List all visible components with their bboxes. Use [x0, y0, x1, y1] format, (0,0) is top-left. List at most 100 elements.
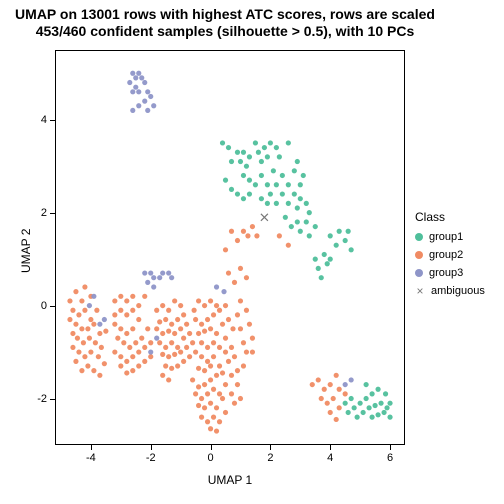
scatter-point — [130, 354, 135, 359]
scatter-point — [142, 294, 147, 299]
scatter-point — [223, 247, 228, 252]
scatter-point — [220, 396, 225, 401]
scatter-point — [75, 336, 80, 341]
scatter-point — [217, 363, 222, 368]
scatter-point — [85, 363, 90, 368]
scatter-point — [160, 270, 165, 275]
scatter-point — [226, 270, 231, 275]
scatter-point — [142, 270, 147, 275]
scatter-point — [229, 391, 234, 396]
scatter-point — [235, 368, 240, 373]
scatter-point — [205, 317, 210, 322]
scatter-point — [352, 405, 357, 410]
scatter-point — [298, 182, 303, 187]
scatter-point — [124, 370, 129, 375]
scatter-point — [136, 363, 141, 368]
scatter-point — [205, 359, 210, 364]
scatter-point — [175, 317, 180, 322]
scatter-point — [250, 349, 255, 354]
scatter-point — [358, 401, 363, 406]
scatter-point — [229, 159, 234, 164]
scatter-point — [334, 243, 339, 248]
scatter-point — [154, 326, 159, 331]
scatter-point — [214, 428, 219, 433]
scatter-point — [178, 303, 183, 308]
scatter-point — [160, 352, 165, 357]
scatter-point — [364, 382, 369, 387]
scatter-point — [112, 349, 117, 354]
scatter-point — [130, 308, 135, 313]
scatter-point — [304, 219, 309, 224]
scatter-point — [97, 373, 102, 378]
scatter-point — [292, 191, 297, 196]
scatter-point — [232, 401, 237, 406]
scatter-point — [232, 280, 237, 285]
scatter-point — [82, 354, 87, 359]
scatter-point — [208, 401, 213, 406]
scatter-point — [343, 401, 348, 406]
scatter-point — [319, 396, 324, 401]
scatter-point — [145, 89, 150, 94]
scatter-point — [280, 191, 285, 196]
scatter-point — [307, 233, 312, 238]
scatter-point — [256, 150, 261, 155]
scatter-point — [79, 298, 84, 303]
scatter-point — [181, 359, 186, 364]
scatter-point — [175, 345, 180, 350]
scatter-point — [208, 326, 213, 331]
scatter-point — [199, 340, 204, 345]
scatter-point — [205, 345, 210, 350]
scatter-point — [295, 219, 300, 224]
scatter-point — [283, 215, 288, 220]
scatter-point — [238, 159, 243, 164]
scatter-point — [139, 75, 144, 80]
scatter-point — [202, 405, 207, 410]
scatter-point — [136, 89, 141, 94]
scatter-point — [118, 354, 123, 359]
scatter-point — [295, 205, 300, 210]
scatter-point — [223, 303, 228, 308]
scatter-point — [97, 322, 102, 327]
scatter-point — [184, 345, 189, 350]
scatter-point — [184, 322, 189, 327]
scatter-point — [124, 331, 129, 336]
scatter-point — [265, 201, 270, 206]
scatter-point — [70, 331, 75, 336]
scatter-point — [298, 229, 303, 234]
scatter-point — [169, 366, 174, 371]
scatter-point — [172, 298, 177, 303]
scatter-point — [208, 377, 213, 382]
scatter-point — [199, 415, 204, 420]
scatter-point — [247, 322, 252, 327]
scatter-point — [223, 349, 228, 354]
scatter-point — [316, 266, 321, 271]
scatter-point — [160, 303, 165, 308]
scatter-point — [387, 401, 392, 406]
scatter-point — [328, 410, 333, 415]
scatter-point — [286, 243, 291, 248]
scatter-point — [274, 201, 279, 206]
scatter-point — [112, 312, 117, 317]
scatter-point — [262, 145, 267, 150]
scatter-point — [172, 331, 177, 336]
scatter-point — [163, 317, 168, 322]
scatter-point — [253, 182, 258, 187]
scatter-point — [235, 150, 240, 155]
scatter-point — [214, 303, 219, 308]
scatter-point — [196, 298, 201, 303]
scatter-point — [76, 312, 81, 317]
scatter-point — [244, 275, 249, 280]
scatter-point — [369, 391, 374, 396]
scatter-point — [375, 387, 380, 392]
scatter-point — [235, 238, 240, 243]
scatter-point — [337, 387, 342, 392]
scatter-cross — [261, 214, 268, 221]
scatter-point — [142, 99, 147, 104]
scatter-point — [217, 419, 222, 424]
scatter-point — [223, 382, 228, 387]
scatter-point — [208, 298, 213, 303]
scatter-point — [334, 417, 339, 422]
scatter-point — [142, 80, 147, 85]
scatter-point — [118, 363, 123, 368]
scatter-point — [151, 103, 156, 108]
